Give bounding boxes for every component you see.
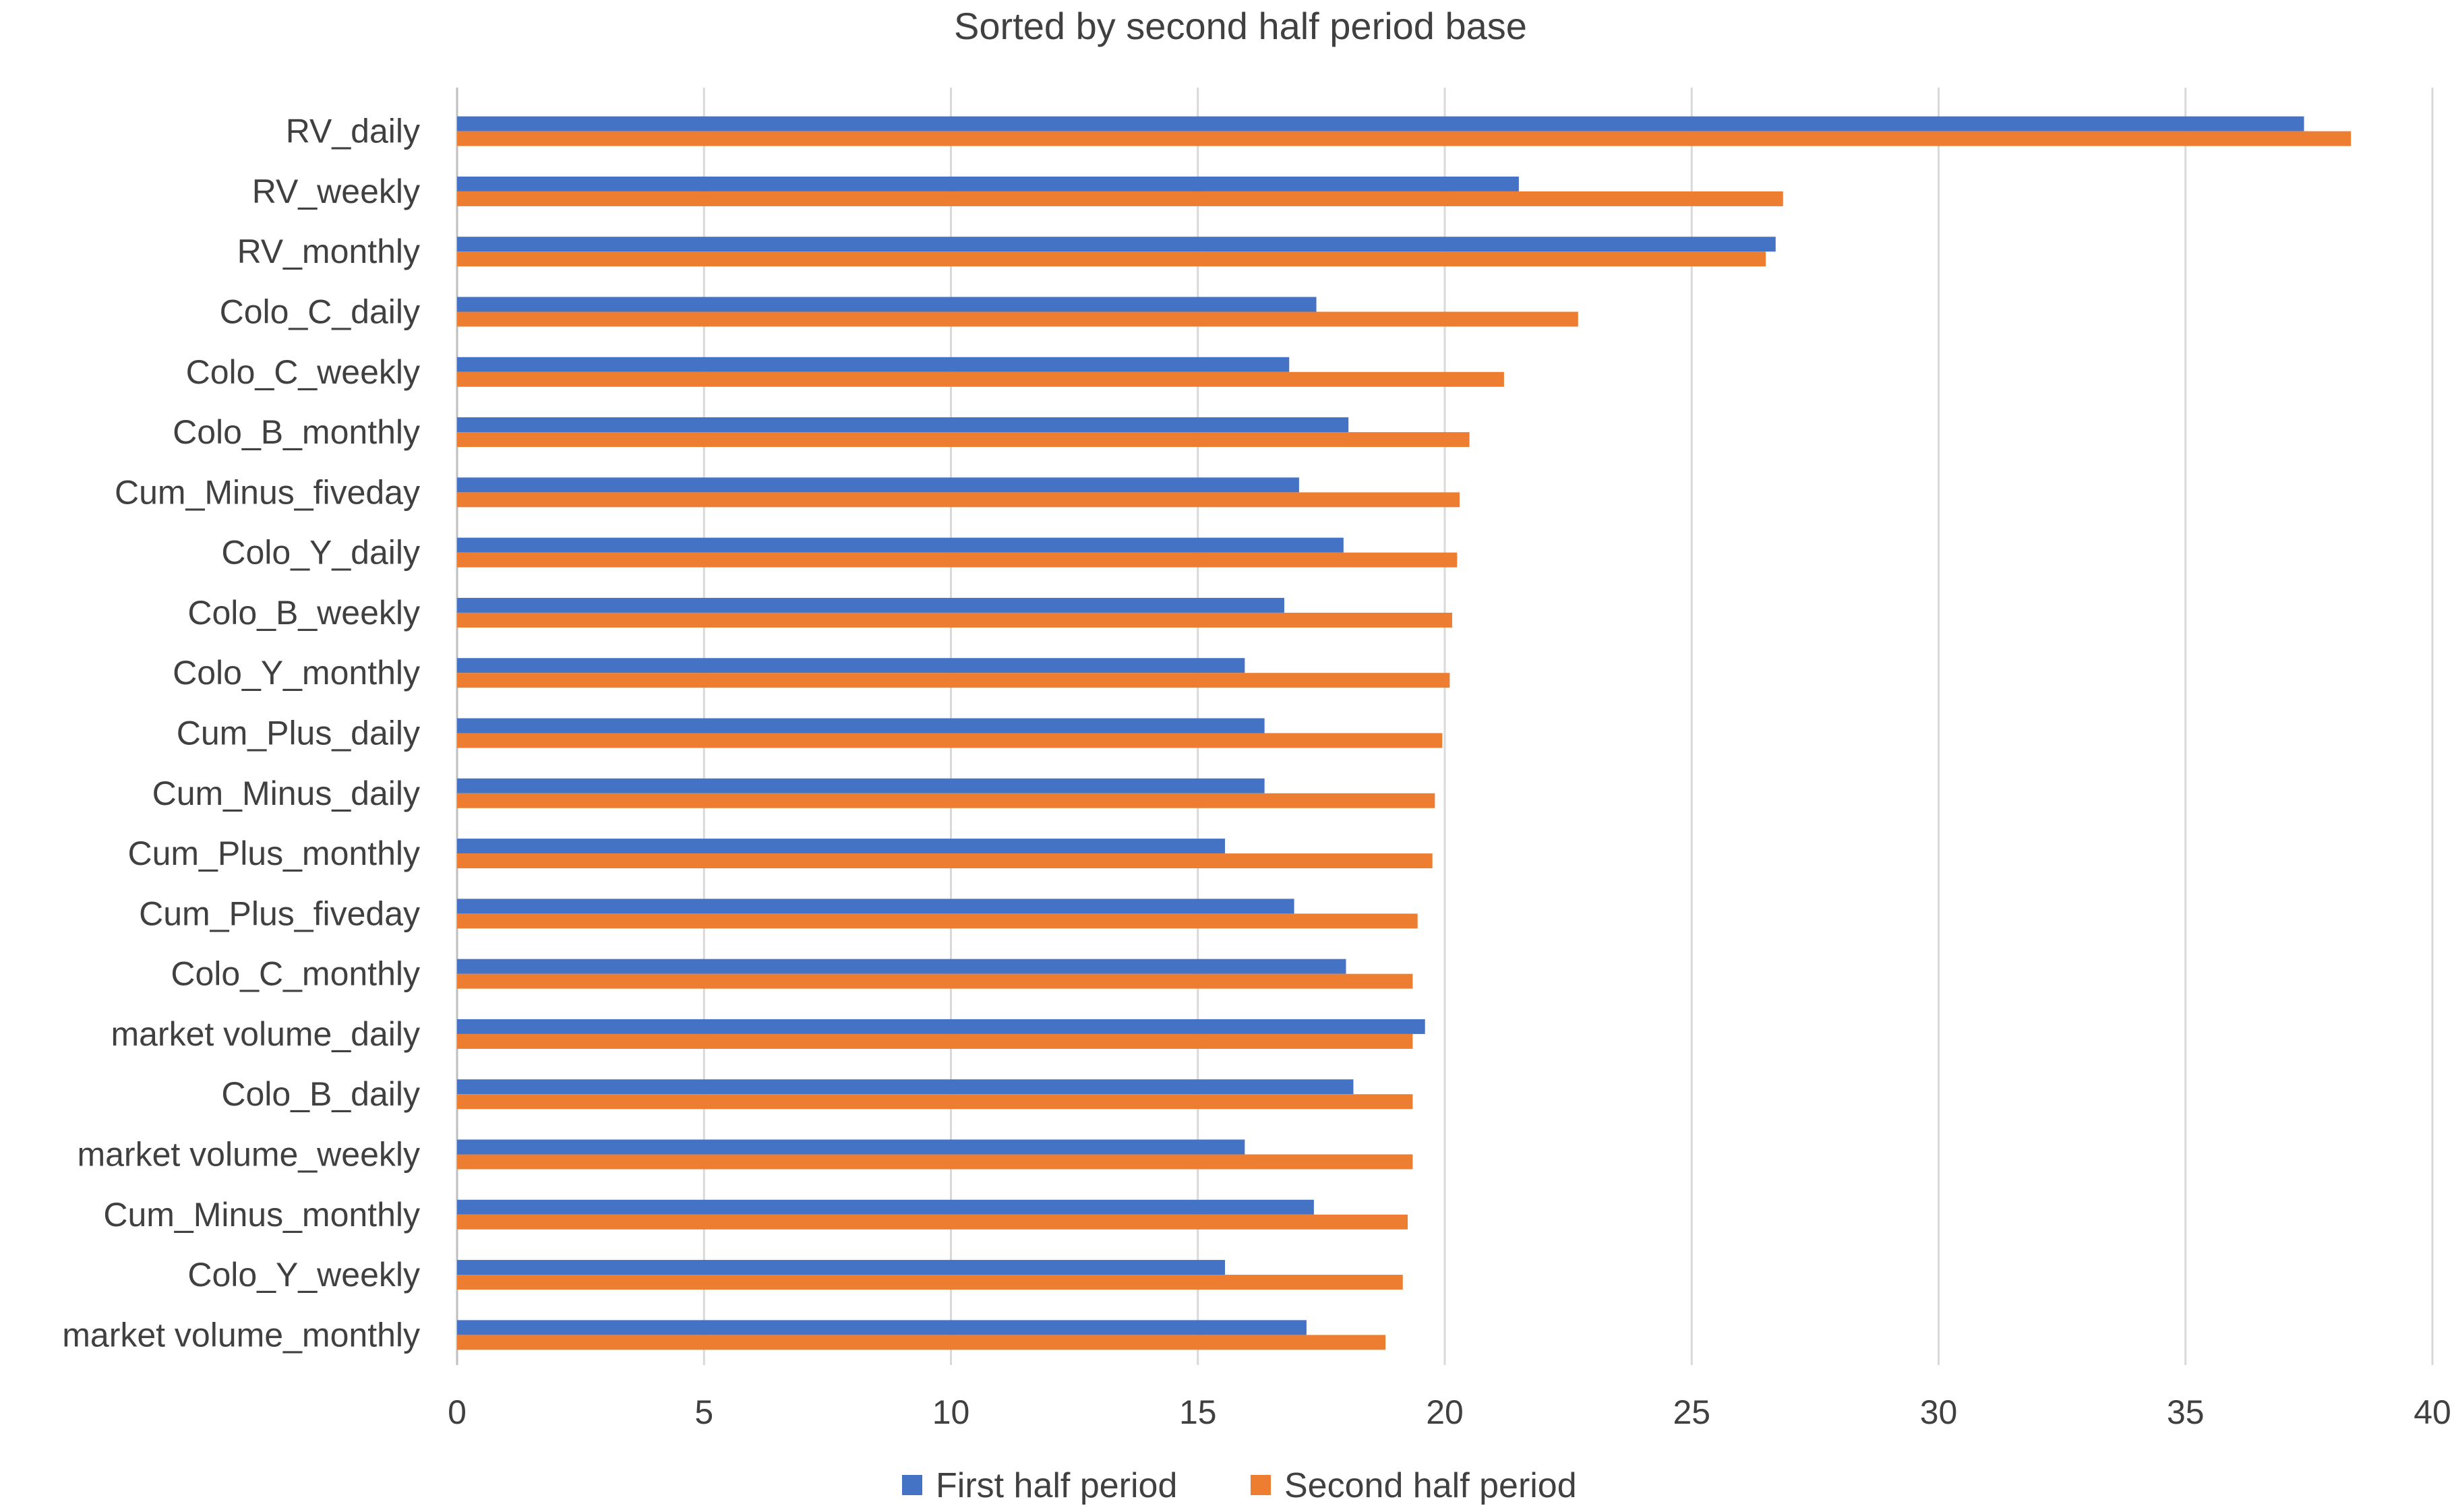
bar-first-half (457, 1079, 1354, 1095)
bar-first-half (457, 959, 1346, 974)
bar-first-half (457, 237, 1776, 252)
bar-first-half (457, 1199, 1314, 1215)
bar-first-half (457, 537, 1344, 553)
category-label: market volume_daily (111, 1015, 420, 1053)
bar-first-half (457, 597, 1284, 613)
bar-second-half (457, 612, 1452, 628)
category-label: Cum_Minus_fiveday (115, 473, 420, 511)
category-label: market volume_weekly (77, 1136, 420, 1174)
x-tick-label: 10 (932, 1393, 970, 1431)
x-tick-label: 40 (2414, 1393, 2451, 1431)
bar-second-half (457, 371, 1504, 387)
bar-first-half (457, 1260, 1226, 1275)
category-label: Cum_Plus_daily (177, 715, 420, 752)
bar-first-half (457, 1139, 1245, 1155)
category-label: Cum_Minus_daily (152, 775, 420, 812)
category-label: RV_weekly (252, 173, 420, 210)
category-label: Colo_B_weekly (187, 594, 420, 632)
bars (457, 116, 2352, 1350)
bar-first-half (457, 477, 1299, 493)
bar-second-half (457, 1094, 1413, 1110)
category-axis: RV_daily RV_weekly RV_monthly Colo_C_daily C… (62, 113, 420, 1354)
bar-second-half (457, 913, 1418, 929)
bar-second-half (457, 131, 2352, 146)
chart-title: Sorted by second half period base (954, 5, 1527, 47)
bar-second-half (457, 1275, 1403, 1290)
category-label: Colo_C_weekly (186, 353, 420, 391)
category-label: Cum_Plus_fiveday (139, 895, 420, 932)
bar-first-half (457, 658, 1245, 673)
category-label: Cum_Plus_monthly (127, 835, 420, 872)
category-label: Colo_Y_monthly (173, 654, 420, 692)
x-tick-label: 25 (1673, 1393, 1710, 1431)
bar-first-half (457, 1320, 1307, 1335)
category-label: Colo_C_monthly (171, 955, 420, 993)
category-label: RV_daily (286, 113, 420, 150)
bar-second-half (457, 973, 1413, 989)
bar-second-half (457, 1033, 1413, 1049)
legend-label: Second half period (1284, 1466, 1577, 1505)
bar-second-half (457, 251, 1766, 267)
bar-first-half (457, 176, 1519, 191)
legend-swatch (1251, 1475, 1271, 1495)
category-label: RV_monthly (237, 233, 420, 270)
bar-second-half (457, 311, 1578, 327)
bar-second-half (457, 733, 1443, 748)
bar-second-half (457, 793, 1435, 808)
bar-first-half (457, 718, 1265, 733)
bar-first-half (457, 357, 1290, 372)
category-label: Colo_C_daily (220, 293, 420, 331)
bar-second-half (457, 191, 1783, 206)
bar-first-half (457, 778, 1265, 793)
bar-first-half (457, 417, 1349, 433)
bar-first-half (457, 116, 2304, 131)
bar-second-half (457, 432, 1470, 448)
bar-first-half (457, 297, 1317, 312)
bar-second-half (457, 1335, 1386, 1350)
value-axis: 0 5 10 15 20 25 30 35 40 (448, 1393, 2451, 1431)
category-label: Colo_B_daily (221, 1075, 420, 1113)
bar-first-half (457, 839, 1226, 854)
x-tick-label: 30 (1920, 1393, 1958, 1431)
bar-second-half (457, 552, 1458, 568)
x-tick-label: 15 (1179, 1393, 1217, 1431)
category-label: Colo_Y_daily (221, 534, 420, 572)
x-tick-label: 5 (694, 1393, 713, 1431)
x-tick-label: 20 (1426, 1393, 1464, 1431)
x-tick-label: 35 (2167, 1393, 2205, 1431)
bar-second-half (457, 1154, 1413, 1170)
legend-swatch (902, 1475, 922, 1495)
bar-second-half (457, 1214, 1408, 1230)
legend: First half period Second half period (902, 1466, 1577, 1505)
bar-second-half (457, 853, 1433, 869)
bar-first-half (457, 1019, 1425, 1034)
bar-second-half (457, 673, 1450, 688)
category-label: Cum_Minus_monthly (103, 1196, 420, 1234)
x-tick-label: 0 (448, 1393, 467, 1431)
category-label: Colo_B_monthly (173, 413, 420, 451)
legend-label: First half period (936, 1466, 1177, 1505)
bar-first-half (457, 899, 1294, 914)
category-label: market volume_monthly (62, 1316, 420, 1354)
category-label: Colo_Y_weekly (187, 1256, 420, 1294)
bar-second-half (457, 492, 1460, 508)
